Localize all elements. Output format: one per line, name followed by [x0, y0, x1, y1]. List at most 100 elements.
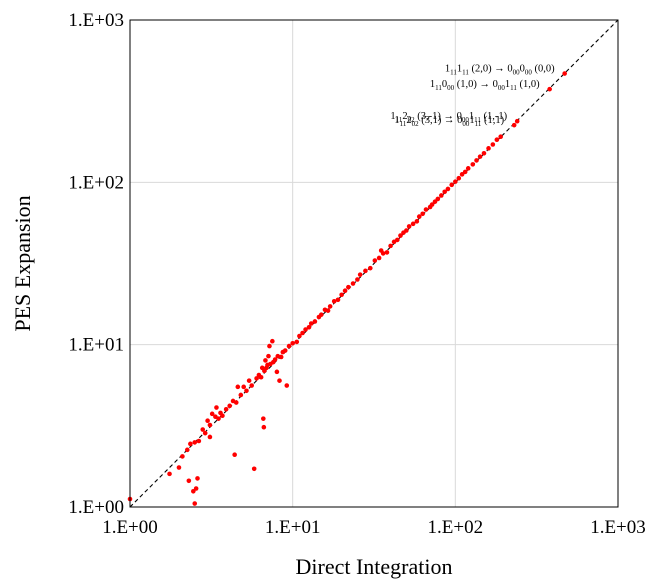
- data-point: [282, 348, 288, 353]
- data-point: [200, 427, 206, 432]
- data-point: [270, 338, 275, 344]
- data-point: [306, 324, 312, 330]
- data-point: [167, 471, 172, 477]
- data-point: [339, 292, 344, 298]
- data-point: [216, 416, 221, 421]
- data-point: [435, 196, 441, 202]
- data-points: [127, 71, 567, 506]
- data-point: [423, 207, 429, 212]
- data-point: [406, 224, 412, 229]
- data-point: [420, 211, 425, 217]
- data-point: [192, 501, 198, 506]
- data-point: [465, 166, 471, 171]
- data-point: [355, 277, 360, 282]
- data-point: [186, 478, 192, 484]
- y-tick-label: 1.E+01: [68, 335, 124, 356]
- y-axis-title: PES Expansion: [10, 195, 35, 331]
- data-point: [180, 454, 185, 459]
- data-point: [246, 378, 252, 383]
- x-tick-label: 1.E+02: [428, 517, 484, 538]
- data-point: [363, 268, 368, 274]
- data-point: [477, 154, 483, 159]
- data-point: [312, 319, 318, 324]
- data-point: [232, 452, 237, 457]
- data-point: [202, 430, 208, 436]
- data-point: [278, 354, 284, 360]
- data-point: [449, 182, 455, 188]
- data-point: [220, 413, 225, 419]
- y-tick-labels: 1.E+00 1.E+01 1.E+02 1.E+03: [68, 10, 124, 518]
- data-point: [490, 142, 496, 147]
- data-point: [462, 169, 468, 175]
- data-point: [388, 243, 393, 249]
- data-point: [209, 411, 215, 417]
- data-point: [357, 272, 363, 277]
- data-point: [263, 358, 268, 363]
- data-point: [486, 146, 491, 151]
- data-point: [325, 308, 331, 313]
- data-point: [474, 158, 479, 163]
- data-point: [261, 424, 267, 430]
- data-point: [207, 422, 213, 428]
- data-point: [416, 214, 422, 219]
- data-point: [398, 233, 403, 238]
- x-tick-labels: 1.E+00 1.E+01 1.E+02 1.E+03: [102, 517, 646, 538]
- y-tick-label: 1.E+00: [68, 497, 124, 518]
- data-point: [342, 288, 348, 294]
- data-point: [459, 172, 465, 177]
- y-tick-label: 1.E+02: [68, 172, 124, 193]
- data-point: [453, 179, 458, 184]
- data-point: [442, 189, 447, 195]
- data-point: [223, 406, 229, 412]
- data-point: [290, 340, 295, 346]
- data-point: [429, 202, 435, 207]
- data-point: [380, 251, 386, 256]
- data-point: [300, 330, 305, 336]
- data-point: [303, 327, 308, 332]
- data-point: [372, 258, 378, 263]
- data-point: [241, 384, 246, 390]
- x-tick-label: 1.E+03: [590, 517, 646, 538]
- data-point: [331, 298, 337, 304]
- annotation-label: 111202 (3,-1) → 000111 (1,-1): [390, 111, 507, 124]
- data-point: [286, 343, 292, 349]
- data-point: [188, 441, 193, 447]
- data-point: [308, 321, 314, 326]
- data-point: [244, 388, 249, 394]
- data-point: [498, 134, 503, 140]
- data-point: [249, 383, 255, 388]
- data-point: [404, 228, 409, 233]
- data-point: [205, 418, 210, 424]
- data-point: [254, 376, 259, 381]
- data-point: [192, 440, 198, 445]
- data-point: [184, 447, 190, 453]
- data-point: [266, 353, 271, 359]
- data-point: [414, 219, 420, 224]
- data-point: [346, 284, 351, 290]
- data-point: [395, 237, 400, 243]
- data-point: [456, 175, 462, 181]
- annotation-label: 111000 (1,0) → 000111 (1,0): [430, 79, 540, 92]
- data-point: [272, 357, 278, 362]
- data-point: [319, 312, 324, 317]
- annotation-label: 111111 (2,0) → 000000 (0,0): [445, 64, 555, 77]
- data-point: [547, 86, 552, 92]
- plot-frame: [129, 19, 619, 508]
- data-point: [327, 304, 333, 309]
- data-point: [238, 392, 244, 398]
- data-point: [367, 265, 373, 271]
- data-point: [481, 150, 487, 156]
- data-point: [350, 281, 356, 286]
- data-point: [410, 221, 416, 227]
- data-point: [384, 250, 390, 255]
- data-point: [193, 486, 199, 491]
- data-point: [235, 384, 241, 390]
- data-point: [251, 466, 257, 472]
- annotations: 111111 (2,0) → 000000 (0,0) 111000 (1,0) …: [390, 64, 555, 129]
- x-tick-label: 1.E+01: [265, 517, 321, 538]
- data-point: [258, 374, 264, 380]
- data-point: [297, 333, 302, 339]
- data-point: [376, 255, 382, 261]
- data-point: [267, 343, 272, 349]
